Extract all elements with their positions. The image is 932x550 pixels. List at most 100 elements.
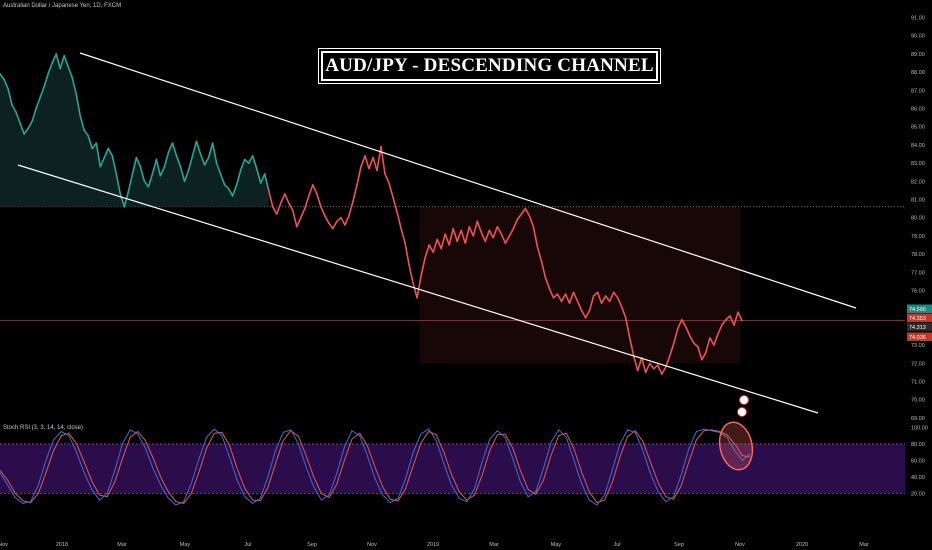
price-segment [544, 276, 551, 290]
price-axis-tick: 90.00 [911, 34, 925, 40]
price-axis-tick: 86.00 [911, 107, 925, 113]
price-axis-tick: 89.00 [911, 52, 925, 58]
price-segment [689, 335, 695, 345]
price-axis-tick: 76.00 [911, 289, 925, 295]
channel-upper-line [79, 52, 857, 309]
price-segment [123, 191, 130, 208]
x-axis-tick: Nov [367, 542, 377, 548]
price-segment [79, 115, 85, 132]
price-segment [183, 169, 190, 183]
price-segment [171, 142, 178, 157]
price-segment [608, 291, 615, 303]
price-segment [536, 246, 543, 263]
price-segment [207, 142, 214, 159]
price-segment [392, 196, 398, 213]
price-axis-tick: 69.00 [911, 416, 925, 422]
price-tag-bg [907, 304, 932, 313]
price-segment [111, 155, 118, 175]
price-segment [219, 173, 226, 186]
price-segment [344, 215, 350, 226]
price-segment [15, 111, 21, 124]
price-segment [668, 342, 675, 357]
price-segment [135, 156, 142, 168]
price-segment [400, 227, 406, 244]
price-segment [588, 295, 595, 312]
price-segment [580, 309, 587, 319]
price-segment [624, 316, 631, 339]
price-tag: 74.036 [907, 332, 932, 341]
price-segment [235, 169, 242, 186]
price-segment [247, 155, 254, 164]
price-segment [231, 184, 238, 197]
symbol-header: Australian Dollar / Japanese Yen, 1D, FX… [3, 3, 122, 9]
price-segment [59, 54, 65, 70]
price-segment [0, 73, 5, 81]
price-segment [187, 155, 194, 172]
price-segment [163, 151, 170, 168]
price-axis-tick: 77.00 [911, 270, 925, 276]
price-segment [35, 96, 41, 110]
price-tag-bg [907, 332, 932, 341]
price-segment [239, 158, 246, 172]
price-segment [151, 158, 158, 175]
price-segment [83, 129, 89, 137]
event-marker [737, 407, 747, 417]
price-segment [420, 256, 426, 277]
x-axis-tick: May [180, 542, 191, 548]
price-segment [39, 85, 45, 99]
price-segment [644, 362, 651, 374]
x-axis-tick: Mar [859, 542, 869, 548]
price-segment [524, 207, 531, 217]
price-segment [480, 231, 487, 243]
price-segment [496, 226, 503, 235]
price-segment [51, 53, 58, 64]
price-segment [656, 364, 663, 376]
price-segment [721, 318, 727, 326]
price-axis-tick: 87.00 [911, 88, 925, 94]
price-segment [263, 173, 270, 192]
price-segment [729, 315, 735, 326]
price-segment [592, 291, 599, 297]
price-segment [87, 135, 93, 150]
price-segment [705, 336, 711, 354]
price-segment [311, 184, 318, 195]
price-segment [464, 226, 471, 244]
x-axis-tick: Nov [0, 542, 8, 548]
price-segment [604, 295, 611, 303]
price-segment [404, 242, 410, 266]
stoch-axis-tick: 60.00 [911, 458, 925, 464]
price-segment [99, 156, 106, 168]
price-segment [456, 229, 463, 243]
price-area-fill [0, 53, 269, 207]
price-axis-tick: 81.00 [911, 198, 925, 204]
price-segment [91, 142, 98, 150]
price-segment [215, 162, 222, 175]
price-segment [424, 244, 431, 259]
price-segment [291, 209, 298, 228]
price-segment [103, 147, 110, 159]
price-segment [616, 296, 623, 308]
price-segment [243, 158, 250, 164]
price-segment [332, 220, 338, 230]
price-segment [223, 184, 230, 190]
price-tag-label: 74.590 [909, 307, 926, 313]
price-segment [167, 142, 174, 153]
price-segment [396, 211, 402, 230]
price-segment [55, 53, 62, 70]
price-segment [251, 155, 258, 170]
x-axis-tick: 2018 [56, 542, 68, 548]
price-segment [328, 222, 334, 230]
price-segment [275, 202, 282, 215]
price-segment [652, 364, 659, 370]
price-segment [47, 62, 53, 75]
price-segment [709, 336, 715, 346]
price-axis-tick: 83.00 [911, 161, 925, 167]
stoch-d-line [0, 429, 751, 504]
price-segment [71, 76, 77, 95]
price-segment [552, 293, 559, 299]
price-segment [476, 220, 483, 234]
price-segment [75, 93, 81, 117]
price-segment [412, 282, 418, 299]
price-segment [632, 355, 639, 372]
price-tag-bg [907, 322, 932, 331]
